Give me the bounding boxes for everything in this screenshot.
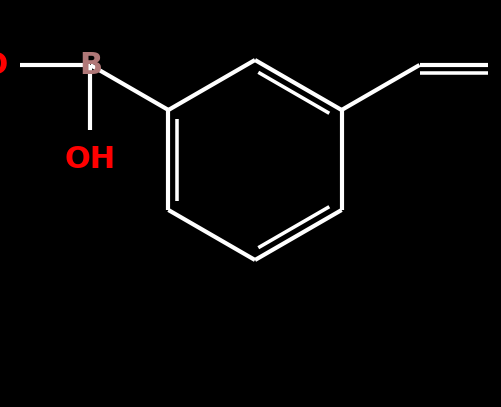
- Text: HO: HO: [0, 50, 9, 79]
- Text: OH: OH: [65, 145, 116, 174]
- Text: B: B: [79, 50, 102, 79]
